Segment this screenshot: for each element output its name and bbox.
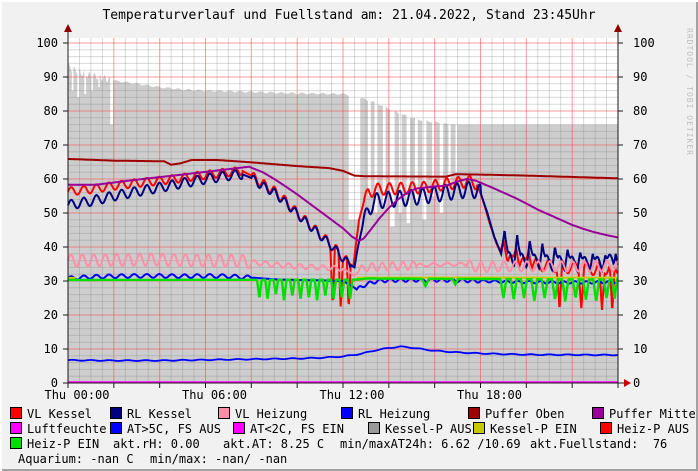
y-tick-label-left: 90 xyxy=(43,70,58,84)
legend-item: AT>5C, FS AUS xyxy=(110,422,221,436)
y-axis-arrow-right xyxy=(614,24,622,32)
legend-color-box xyxy=(341,407,353,419)
area-gap xyxy=(439,38,444,213)
area-gap xyxy=(432,38,435,196)
legend-color-box xyxy=(600,422,612,434)
legend-color-box xyxy=(10,407,22,419)
area-gap xyxy=(415,38,418,207)
y-tick-label-left: 50 xyxy=(43,206,58,220)
legend-item: Puffer Oben xyxy=(468,407,564,421)
y-tick-label-left: 30 xyxy=(43,274,58,288)
legend-item: akt.AT: 8.25 C xyxy=(223,437,325,451)
area-gap xyxy=(77,38,80,98)
legend-item: Luftfeuchte xyxy=(10,422,106,436)
legend-color-box xyxy=(110,407,122,419)
legend-item: VL Heizung xyxy=(218,407,307,421)
legend-color-box xyxy=(468,407,480,419)
grid-major xyxy=(68,38,618,383)
y-tick-label-left: 80 xyxy=(43,104,58,118)
series-rl_kessel xyxy=(67,169,619,274)
y-tick-label-right: 50 xyxy=(633,206,648,220)
area-gap xyxy=(406,38,410,224)
y-tick-label-right: 30 xyxy=(633,274,648,288)
y-tick-label-left: 60 xyxy=(43,172,58,186)
y-tick-label-left: 100 xyxy=(36,36,58,50)
series-puffer_oben xyxy=(67,157,618,180)
area-gap xyxy=(422,38,427,220)
area-gap xyxy=(368,38,371,196)
y-tick-label-right: 90 xyxy=(633,70,648,84)
area-gap xyxy=(98,38,100,88)
legend-item: RL Kessel xyxy=(110,407,192,421)
y-tick-label-right: 80 xyxy=(633,104,648,118)
legend-color-box xyxy=(233,422,245,434)
y-tick-label-right: 70 xyxy=(633,138,648,152)
y-tick-label-right: 20 xyxy=(633,308,648,322)
legend-item: min/maxAT24h: 6.62 /10.69 xyxy=(340,437,521,451)
x-tick-label: Thu 00:00 xyxy=(44,388,110,402)
y-tick-label-right: 10 xyxy=(633,342,648,356)
legend-item: Puffer Mitte xyxy=(592,407,696,421)
area-gap xyxy=(455,38,458,173)
legend-item: Kessel-P EIN xyxy=(473,422,577,436)
x-tick-label: Thu 12:00 xyxy=(319,388,385,402)
area-gap xyxy=(71,38,74,91)
area-gap xyxy=(84,38,87,94)
axes xyxy=(63,30,624,388)
y-tick-label-right: 100 xyxy=(633,36,655,50)
area-gap xyxy=(390,38,395,227)
series-puffer_mitte xyxy=(68,165,619,243)
area-gap xyxy=(398,38,402,213)
legend-color-box xyxy=(218,407,230,419)
rrdtool-watermark: RRDTOOL / TOBI OETIKER xyxy=(685,28,694,156)
area-gap xyxy=(448,38,451,186)
series-at_aussen xyxy=(68,345,618,362)
y-tick-label-left: 0 xyxy=(50,376,58,390)
legend-item: Kessel-P AUS xyxy=(368,422,472,436)
area-gap xyxy=(110,38,113,125)
legend-item: RL Heizung xyxy=(341,407,430,421)
legend-item: Heiz-P EIN xyxy=(10,437,99,451)
y-tick-label-right: 60 xyxy=(633,172,648,186)
legend-color-box xyxy=(592,407,604,419)
legend-item: akt.Fuellstand: 76 xyxy=(530,437,668,451)
y-tick-label-left: 10 xyxy=(43,342,58,356)
area-gap xyxy=(91,38,93,91)
legend-color-box xyxy=(110,422,122,434)
legend-item: Heiz-P AUS xyxy=(600,422,689,436)
series-vl_heizung xyxy=(67,252,619,278)
legend-item: AT<2C, FS EIN xyxy=(233,422,344,436)
legend-item: akt.rH: 0.00 xyxy=(113,437,200,451)
y-tick-label-right: 0 xyxy=(633,376,641,390)
legend-color-box xyxy=(10,437,22,449)
legend-color-box xyxy=(10,422,22,434)
y-tick-label-right: 40 xyxy=(633,240,648,254)
series-heiz_p_ein xyxy=(68,277,619,302)
x-tick-label: Thu 06:00 xyxy=(181,388,248,402)
legend-item: min/max: -nan/ -nan xyxy=(150,452,288,466)
y-tick-label-left: 20 xyxy=(43,308,58,322)
x-axis-arrow xyxy=(624,379,631,387)
x-tick-label: Thu 18:00 xyxy=(456,388,523,402)
area-gap xyxy=(382,38,386,207)
legend-color-box xyxy=(473,422,485,434)
y-axis-arrow-left xyxy=(64,24,72,32)
y-tick-label-left: 70 xyxy=(43,138,58,152)
graph-title: Temperaturverlauf und Fuellstand am: 21.… xyxy=(102,8,596,23)
area-gap xyxy=(374,38,378,213)
area-gap xyxy=(348,38,361,220)
legend-item: Aquarium: -nan C xyxy=(18,452,134,466)
y-tick-label-left: 40 xyxy=(43,240,58,254)
legend-color-box xyxy=(368,422,380,434)
legend-item: VL Kessel xyxy=(10,407,92,421)
